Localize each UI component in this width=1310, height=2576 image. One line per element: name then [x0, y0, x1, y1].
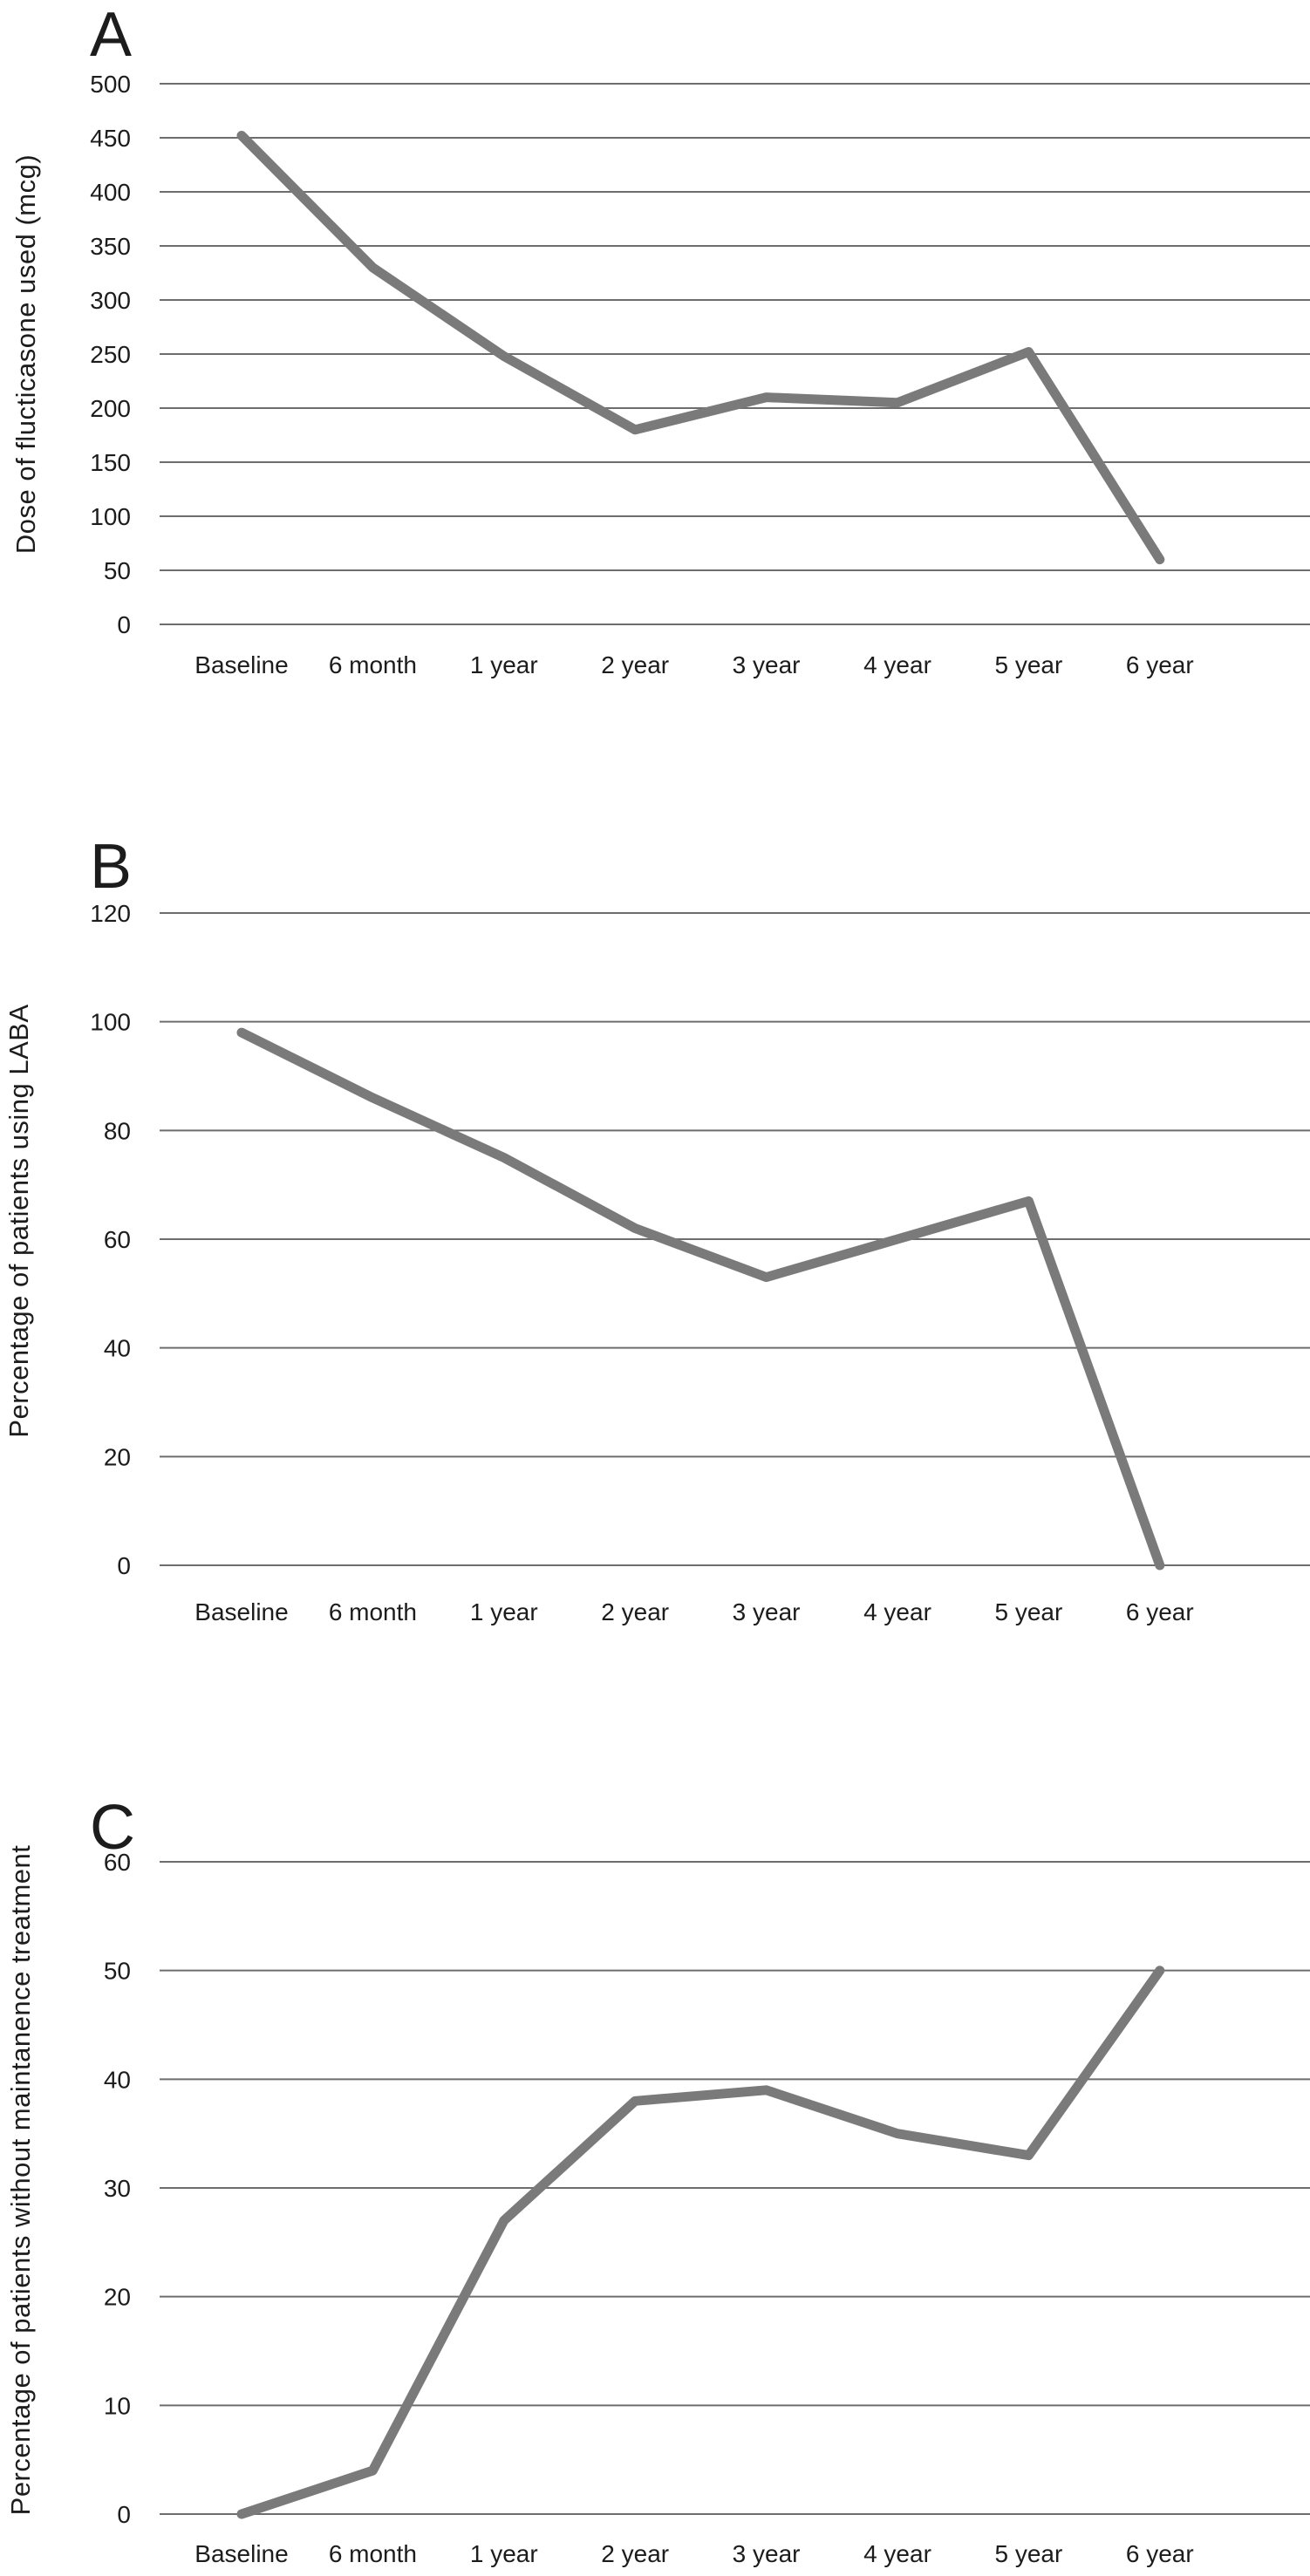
- x-tick-label: 1 year: [470, 1598, 538, 1625]
- x-tick-label: 1 year: [470, 651, 538, 678]
- x-tick-label: 6 year: [1126, 1598, 1194, 1625]
- y-tick-label: 50: [104, 1958, 131, 1985]
- x-tick-label: 2 year: [601, 651, 669, 678]
- x-tick-label: 2 year: [601, 2540, 669, 2567]
- y-tick-label: 60: [104, 1226, 131, 1253]
- y-axis-title: Percentage of patients using LABA: [3, 1004, 34, 1437]
- x-tick-label: 3 year: [733, 651, 801, 678]
- y-tick-label: 80: [104, 1117, 131, 1144]
- y-tick-label: 100: [90, 503, 131, 530]
- x-tick-label: Baseline: [194, 651, 288, 678]
- y-tick-label: 20: [104, 2284, 131, 2311]
- x-tick-label: 4 year: [863, 1598, 931, 1625]
- y-tick-label: 30: [104, 2175, 131, 2202]
- data-line-series: [236, 131, 1165, 565]
- x-tick-label: 6 year: [1126, 2540, 1194, 2567]
- panel-letter-c: C: [90, 1793, 135, 1863]
- y-tick-label: 300: [90, 287, 131, 314]
- data-line-series: [236, 1027, 1165, 1571]
- x-tick-label: 5 year: [994, 1598, 1062, 1625]
- y-tick-label: 120: [90, 900, 131, 927]
- y-tick-label: 0: [117, 2501, 131, 2528]
- x-tick-label: 6 month: [329, 1598, 417, 1625]
- data-line-series: [236, 1966, 1165, 2519]
- x-tick-label: 2 year: [601, 1598, 669, 1625]
- x-tick-label: Baseline: [194, 2540, 288, 2567]
- x-tick-label: Baseline: [194, 1598, 288, 1625]
- panel-b: 0 20 40 60 80 100 120 Baseline 6 month 1 year 2 ye…: [3, 832, 1310, 1625]
- x-tick-label: 3 year: [733, 1598, 801, 1625]
- x-tick-label: 4 year: [863, 2540, 931, 2567]
- y-tick-label: 200: [90, 395, 131, 422]
- x-tick-label: 6 year: [1126, 651, 1194, 678]
- x-tick-label: 5 year: [994, 651, 1062, 678]
- panel-c: 0 10 20 30 40 50 60 Baseline 6 month 1 year 2 year…: [5, 1793, 1310, 2567]
- panel-letter-a: A: [90, 0, 132, 70]
- y-tick-label: 20: [104, 1443, 131, 1470]
- y-tick-label: 250: [90, 341, 131, 368]
- y-tick-label: 50: [104, 557, 131, 584]
- y-tick-label: 500: [90, 71, 131, 98]
- x-tick-label: 6 month: [329, 651, 417, 678]
- y-tick-label: 450: [90, 125, 131, 152]
- y-tick-label: 10: [104, 2392, 131, 2419]
- y-tick-label: 100: [90, 1009, 131, 1036]
- y-tick-label: 400: [90, 179, 131, 206]
- y-tick-label: 40: [104, 2066, 131, 2093]
- x-tick-label: 6 month: [329, 2540, 417, 2567]
- y-axis-title: Percentage of patients without maintanen…: [5, 1845, 36, 2516]
- x-tick-label: 4 year: [863, 651, 931, 678]
- y-tick-label: 150: [90, 449, 131, 476]
- y-tick-label: 0: [117, 1552, 131, 1579]
- panel-letter-b: B: [90, 832, 132, 902]
- x-tick-label: 3 year: [733, 2540, 801, 2567]
- x-tick-label: 5 year: [994, 2540, 1062, 2567]
- y-axis-title: Dose of flucticasone used (mcg): [10, 154, 41, 554]
- y-tick-label: 60: [104, 1849, 131, 1876]
- x-tick-label: 1 year: [470, 2540, 538, 2567]
- y-tick-label: 350: [90, 233, 131, 260]
- y-tick-label: 0: [117, 611, 131, 638]
- panel-a: 0 50 100 150 200 250 300 350 400 450 500 Baseline 6 …: [10, 0, 1310, 678]
- y-tick-label: 40: [104, 1335, 131, 1362]
